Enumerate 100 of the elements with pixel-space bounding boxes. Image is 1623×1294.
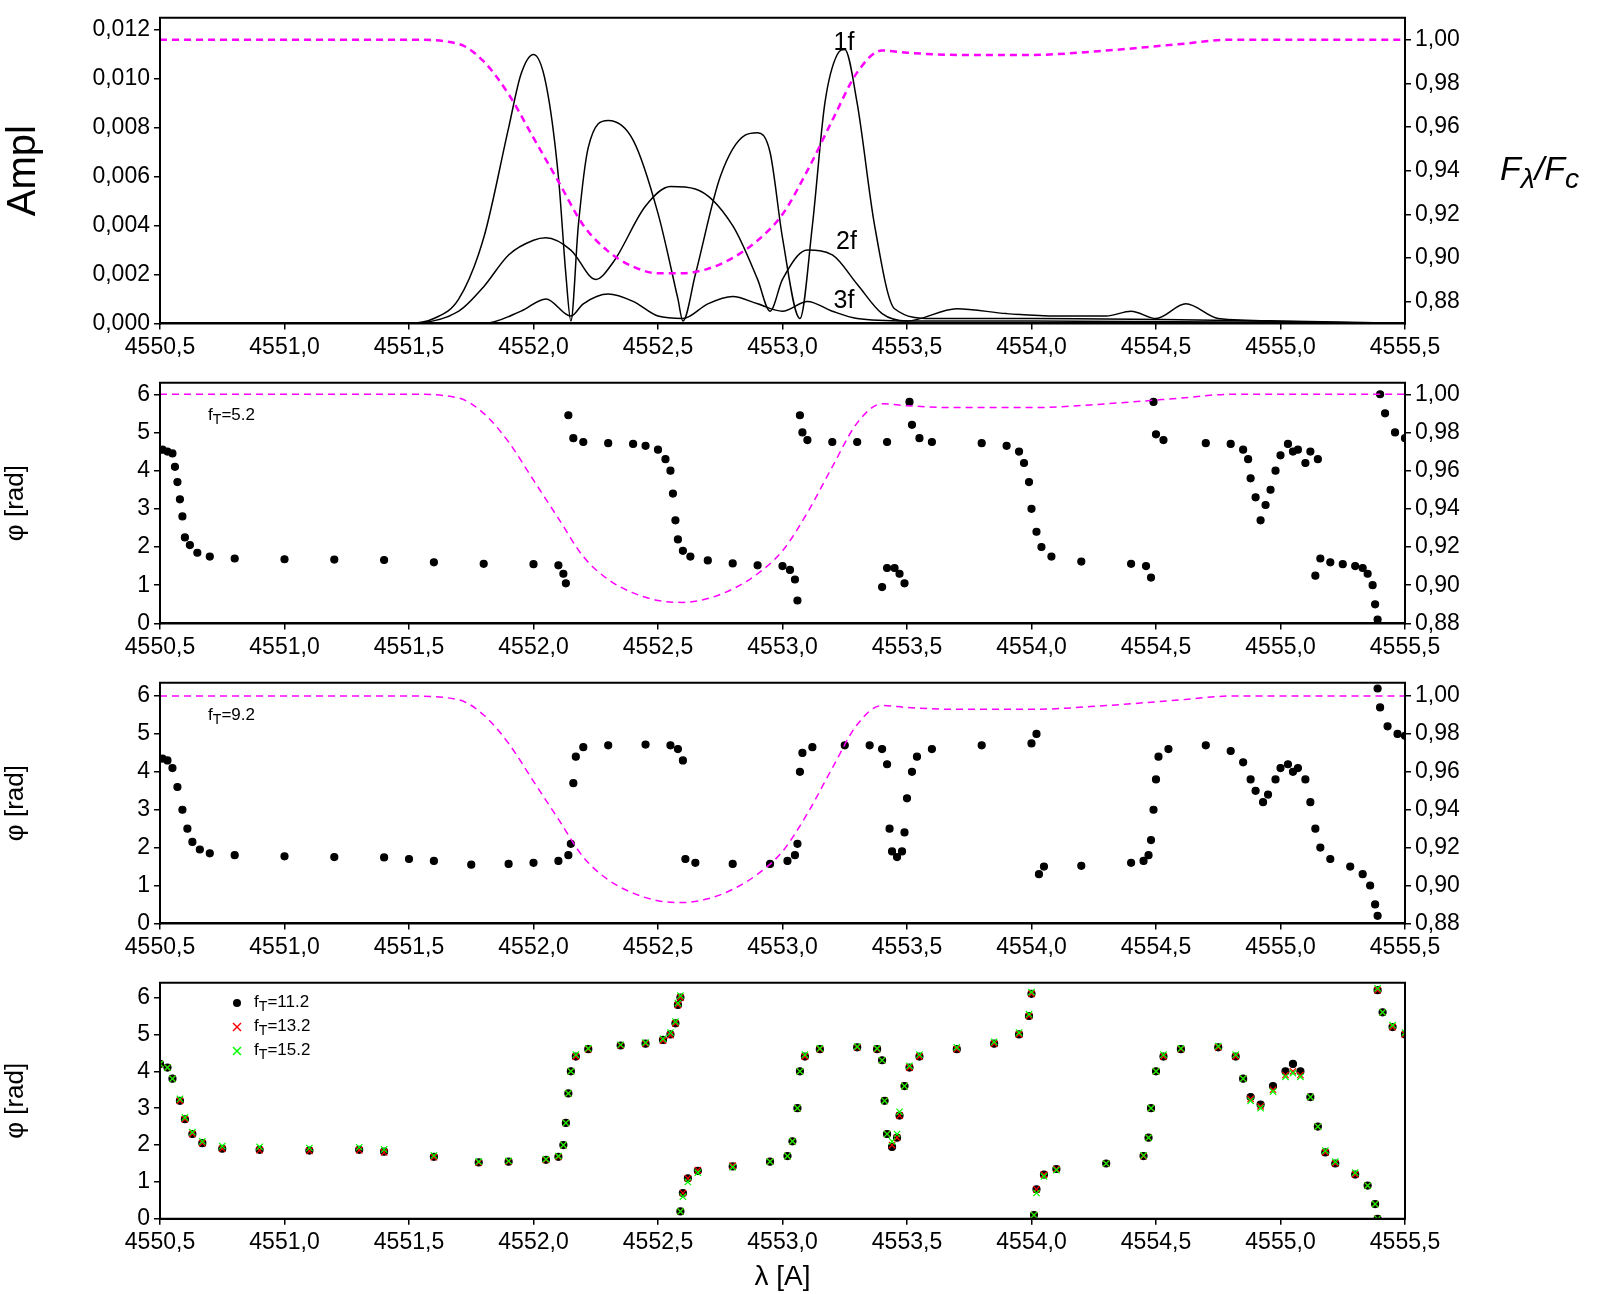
- y-tick-label: 0,004: [92, 210, 151, 237]
- x-tick-label: 4553,0: [747, 932, 818, 959]
- y-tick-label: 0: [137, 608, 150, 635]
- y-tick-label: 0,010: [92, 64, 150, 91]
- x-tick-label: 4555,0: [1245, 932, 1316, 959]
- annotation: 2f: [836, 225, 857, 255]
- annotation: 3f: [833, 285, 855, 315]
- x-tick-label: 4554,0: [996, 632, 1067, 659]
- annotation: 1f: [833, 26, 855, 56]
- y-tick-label: 1: [137, 1167, 150, 1194]
- y-tick-label: 2: [137, 532, 150, 559]
- y-tick-label: 4: [137, 757, 151, 784]
- legend-label: f$_{T}$=11.2: [254, 991, 310, 1014]
- y2-tick-label: 0,94: [1415, 795, 1460, 822]
- y-axis-title: Ampl: [0, 125, 44, 217]
- y2-axis-title: F$_{λ}$/F$_{c}$: [1500, 148, 1580, 195]
- legend-label: f$_{T}$=15.2: [254, 1039, 311, 1062]
- x-tick-label: 4551,0: [249, 932, 320, 959]
- x-tick-label: 4554,0: [996, 332, 1067, 359]
- x-tick-label: 4554,5: [1120, 332, 1192, 359]
- y2-tick-label: 0,88: [1415, 908, 1460, 935]
- y2-tick-label: 0,88: [1415, 608, 1460, 635]
- y2-tick-label: 0,88: [1415, 286, 1460, 313]
- x-tick-label: 4551,0: [249, 1227, 320, 1254]
- y-tick-label: 1: [137, 870, 150, 897]
- y2-tick-label: 0,90: [1415, 243, 1460, 270]
- x-tick-label: 4551,0: [249, 632, 320, 659]
- y2-tick-label: 0,90: [1415, 570, 1460, 597]
- x-tick-label: 4553,0: [747, 632, 818, 659]
- y2-tick-label: 0,98: [1415, 719, 1460, 746]
- y2-tick-label: 0,92: [1415, 199, 1460, 226]
- x-tick-label: 4555,5: [1369, 332, 1441, 359]
- y2-tick-label: 0,94: [1415, 155, 1460, 182]
- x-tick-label: 4555,5: [1369, 932, 1441, 959]
- x-tick-label: 4553,0: [747, 332, 818, 359]
- y-axis-title: φ [rad]: [0, 465, 29, 542]
- y-tick-label: 5: [137, 1019, 150, 1046]
- x-tick-label: 4553,5: [871, 932, 943, 959]
- y-tick-label: 2: [137, 832, 150, 859]
- y2-tick-label: 0,98: [1415, 68, 1460, 95]
- y2-tick-label: 0,98: [1415, 417, 1460, 444]
- y-tick-label: 6: [137, 982, 150, 1009]
- x-tick-label: 4553,5: [871, 1227, 943, 1254]
- x-tick-label: 4552,5: [622, 1227, 694, 1254]
- x-tick-label: 4551,5: [373, 332, 445, 359]
- x-tick-label: 4553,5: [871, 332, 943, 359]
- y-axis-title: φ [rad]: [0, 765, 29, 842]
- x-tick-label: 4551,5: [373, 932, 445, 959]
- y-tick-label: 3: [137, 795, 150, 822]
- y-tick-label: 3: [137, 1093, 150, 1120]
- x-tick-label: 4552,0: [498, 932, 569, 959]
- x-tick-label: 4554,5: [1120, 1227, 1192, 1254]
- x-tick-label: 4553,5: [871, 632, 943, 659]
- y-tick-label: 0,006: [92, 162, 150, 189]
- y2-tick-label: 1,00: [1415, 24, 1460, 51]
- x-tick-label: 4554,0: [996, 932, 1067, 959]
- y-tick-label: 1: [137, 570, 150, 597]
- x-tick-label: 4551,5: [373, 632, 445, 659]
- y-tick-label: 0,008: [92, 113, 150, 140]
- x-tick-label: 4553,0: [747, 1227, 818, 1254]
- x-tick-label: 4551,0: [249, 332, 320, 359]
- x-tick-label: 4550,5: [124, 632, 196, 659]
- y2-tick-label: 0,96: [1415, 455, 1460, 482]
- y2-tick-label: 0,94: [1415, 494, 1460, 521]
- x-tick-label: 4555,0: [1245, 1227, 1316, 1254]
- y-tick-label: 3: [137, 494, 150, 521]
- y-tick-label: 0,002: [92, 259, 150, 286]
- x-tick-label: 4552,5: [622, 632, 694, 659]
- x-tick-label: 4550,5: [124, 332, 196, 359]
- x-tick-label: 4554,0: [996, 1227, 1067, 1254]
- x-tick-label: 4550,5: [124, 932, 196, 959]
- y-tick-label: 0,012: [92, 15, 150, 42]
- y-tick-label: 4: [137, 455, 151, 482]
- annotation: f$_{T}$=5.2: [208, 404, 255, 428]
- y-tick-label: 5: [137, 719, 150, 746]
- x-tick-label: 4555,0: [1245, 332, 1316, 359]
- x-tick-label: 4555,5: [1369, 1227, 1441, 1254]
- x-tick-label: 4555,5: [1369, 632, 1441, 659]
- y2-tick-label: 0,92: [1415, 532, 1460, 559]
- y2-tick-label: 0,96: [1415, 112, 1460, 139]
- x-axis-title: λ [A]: [754, 1259, 811, 1291]
- y-tick-label: 6: [137, 379, 150, 406]
- y2-tick-label: 0,92: [1415, 832, 1460, 859]
- x-tick-label: 4552,0: [498, 632, 569, 659]
- x-tick-label: 4555,0: [1245, 632, 1316, 659]
- x-tick-label: 4552,0: [498, 332, 569, 359]
- y2-tick-label: 0,96: [1415, 757, 1460, 784]
- y-tick-label: 0: [137, 908, 150, 935]
- x-tick-label: 4552,0: [498, 1227, 569, 1254]
- x-tick-label: 4551,5: [373, 1227, 445, 1254]
- y2-tick-label: 1,00: [1415, 379, 1460, 406]
- y-tick-label: 6: [137, 681, 150, 708]
- annotation: f$_{T}$=9.2: [208, 704, 255, 728]
- y2-tick-label: 0,90: [1415, 870, 1460, 897]
- y-tick-label: 2: [137, 1130, 150, 1157]
- x-tick-label: 4552,5: [622, 332, 694, 359]
- y-axis-title: φ [rad]: [0, 1062, 29, 1139]
- y-tick-label: 5: [137, 417, 150, 444]
- y-tick-label: 0,000: [92, 308, 150, 335]
- x-tick-label: 4554,5: [1120, 632, 1192, 659]
